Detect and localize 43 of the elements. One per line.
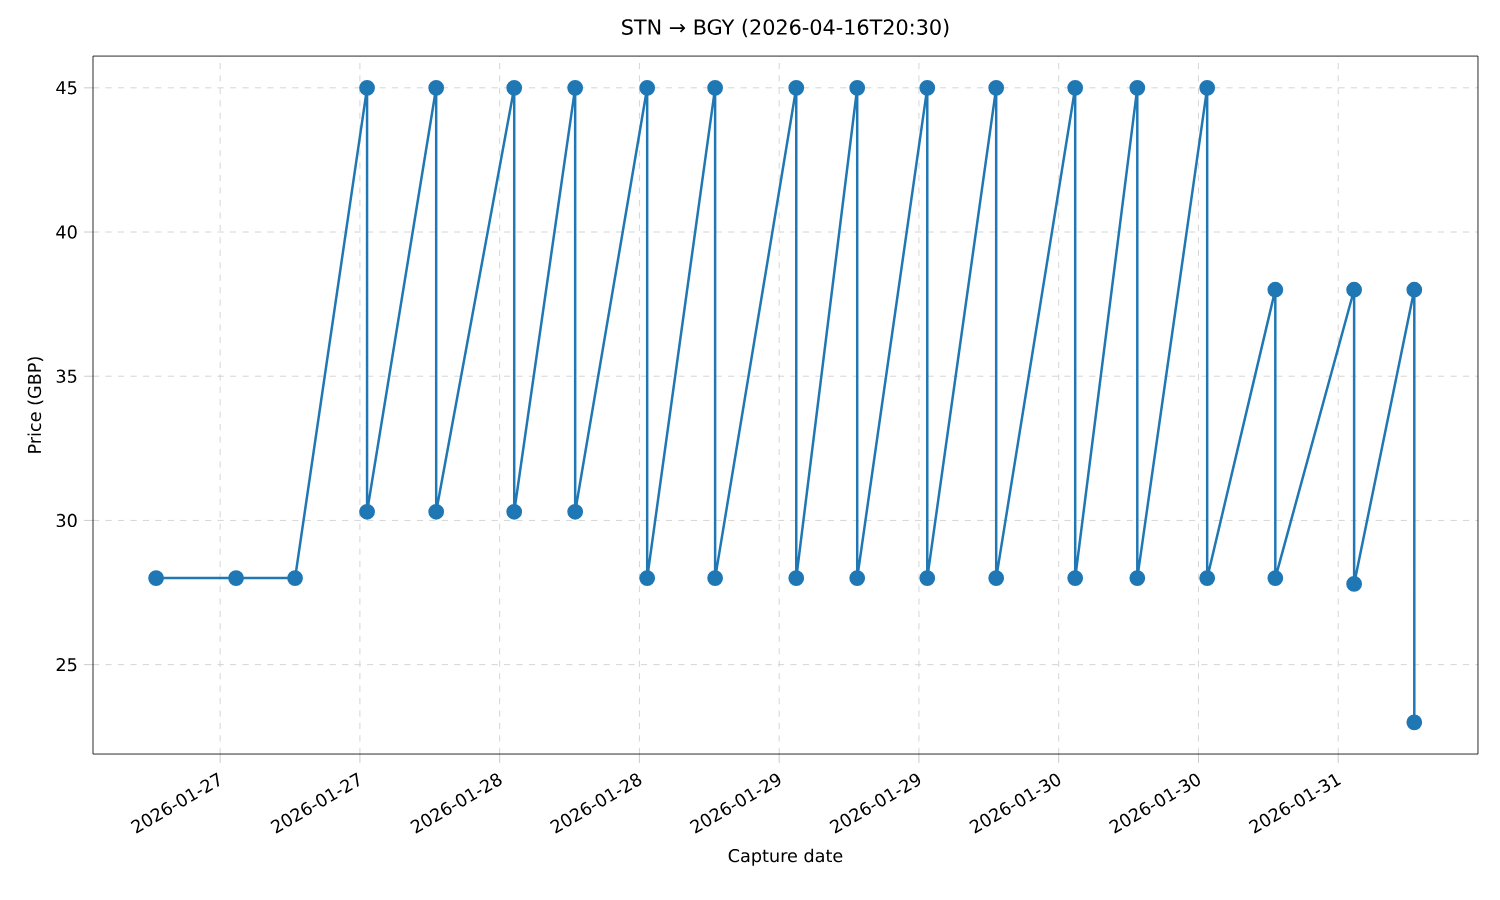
point bbox=[849, 79, 866, 96]
point bbox=[428, 503, 445, 520]
point bbox=[707, 79, 724, 96]
point bbox=[639, 570, 656, 587]
y-tick-label: 25 bbox=[56, 657, 77, 672]
point bbox=[506, 79, 523, 96]
point bbox=[1067, 570, 1084, 587]
point bbox=[1267, 281, 1284, 298]
point bbox=[1406, 281, 1423, 298]
point bbox=[148, 570, 164, 587]
point bbox=[1267, 570, 1284, 587]
y-axis-title: Price (GBP) bbox=[27, 357, 44, 453]
point bbox=[1199, 79, 1216, 96]
y-tick-label: 30 bbox=[56, 513, 77, 528]
point bbox=[788, 570, 805, 587]
point bbox=[1406, 714, 1423, 731]
point bbox=[1346, 576, 1363, 592]
point bbox=[359, 79, 375, 96]
point bbox=[428, 79, 445, 96]
point bbox=[1199, 570, 1216, 587]
y-tick-label: 45 bbox=[56, 81, 77, 95]
point bbox=[287, 570, 303, 587]
point bbox=[228, 570, 244, 587]
point bbox=[1067, 79, 1084, 96]
chart-title: STN → BGY (2026-04-16T20:30) bbox=[622, 18, 949, 38]
point bbox=[988, 79, 1005, 96]
y-tick-label: 35 bbox=[56, 369, 77, 383]
point bbox=[567, 503, 584, 520]
point bbox=[359, 503, 375, 520]
point bbox=[506, 503, 523, 520]
point bbox=[1129, 570, 1146, 587]
point bbox=[639, 79, 656, 96]
point bbox=[788, 79, 805, 96]
point bbox=[988, 570, 1005, 587]
point bbox=[919, 79, 936, 96]
point bbox=[1129, 79, 1146, 96]
y-tick-label: 40 bbox=[56, 225, 77, 239]
point bbox=[919, 570, 936, 587]
point bbox=[1346, 281, 1363, 298]
x-axis-title: Capture date bbox=[728, 848, 843, 866]
point bbox=[567, 79, 584, 96]
point bbox=[849, 570, 866, 587]
point bbox=[707, 570, 724, 587]
